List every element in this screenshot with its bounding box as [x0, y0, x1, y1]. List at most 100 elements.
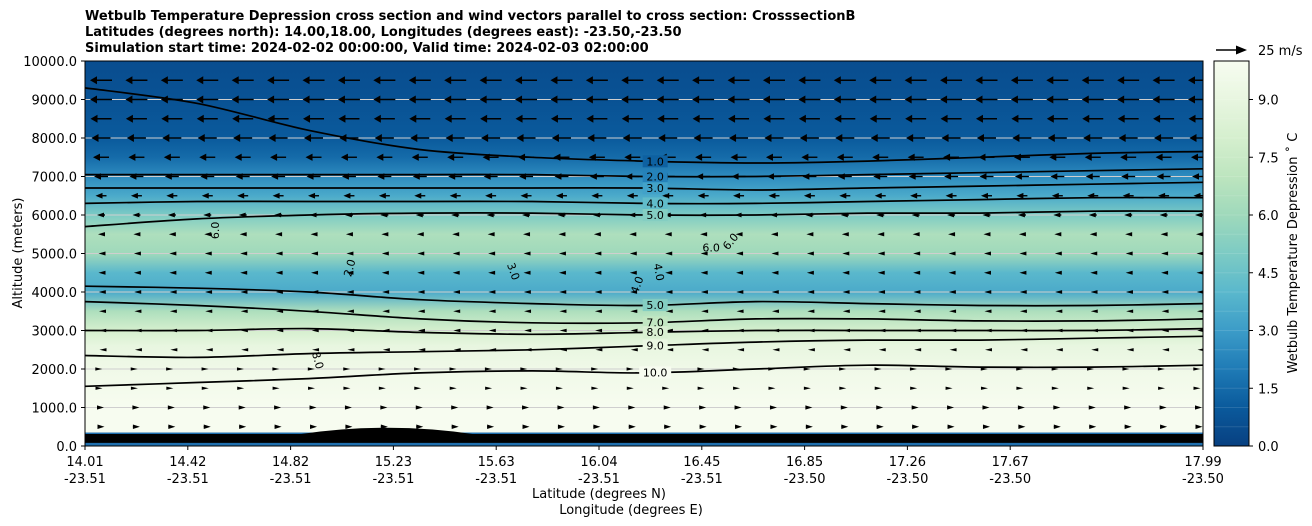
wind-arrow-head [664, 424, 672, 429]
contour-label: 3.0 [646, 182, 664, 195]
wind-arrow-head [1152, 95, 1160, 104]
wind-arrow-head [311, 309, 319, 314]
wind-arrow-head [842, 309, 850, 314]
wind-arrow-head [1196, 290, 1203, 294]
wind-arrow-head [132, 405, 140, 410]
wind-arrow-head [909, 367, 917, 371]
wind-arrow-head [1117, 114, 1125, 123]
wind-arrow-head [697, 367, 705, 371]
wind-arrow-head [662, 386, 670, 390]
wind-arrow-head [913, 290, 921, 294]
colorbar-fill [1214, 61, 1249, 446]
wind-arrow-head [766, 173, 774, 180]
wind-arrow-head [451, 212, 459, 218]
wind-arrow-head [697, 386, 705, 390]
wind-arrow-head [125, 114, 133, 123]
wind-arrow-head [488, 270, 496, 275]
wind-arrow-head [132, 424, 140, 429]
wind-arrow-head [736, 328, 744, 333]
wind-arrow-head [594, 309, 602, 314]
wind-arrow-head [692, 114, 700, 123]
wind-arrow-head [90, 76, 97, 85]
wind-arrow-head [160, 76, 168, 85]
wind-arrow-head [272, 192, 280, 199]
wind-arrow-head [1083, 134, 1091, 142]
wind-arrow-head [487, 424, 495, 429]
wind-arrow-head [801, 153, 809, 161]
wind-arrow-head [1125, 251, 1133, 256]
wind-arrow-head [1014, 173, 1022, 180]
wind-arrow-head [982, 405, 990, 410]
wind-arrow-head [239, 424, 247, 429]
wind-arrow-head [1161, 309, 1169, 314]
wind-arrow-head [444, 114, 452, 123]
wind-arrow-head [764, 134, 772, 142]
y-tick-label: 10000.0 [23, 55, 77, 70]
wind-arrow-head [1155, 153, 1163, 161]
wind-arrow-head [701, 309, 709, 314]
wind-arrow-head [201, 386, 209, 390]
wind-arrow-head [1126, 348, 1134, 352]
contour-label-bg [642, 316, 668, 329]
wind-arrow-head [806, 270, 814, 275]
wind-arrow-head [205, 348, 213, 352]
wind-arrow-head [411, 153, 419, 161]
wind-arrow-head [984, 309, 992, 314]
contour-label: 6.0 [209, 222, 222, 240]
wind-arrow-head [344, 212, 352, 218]
wind-arrow-head [870, 134, 878, 142]
y-tick-label: 8000.0 [32, 132, 78, 147]
wind-arrow-head [204, 270, 212, 275]
wind-arrow-head [346, 270, 354, 275]
wind-arrow-head [949, 328, 957, 333]
wind-arrow-head [94, 173, 101, 180]
wind-arrow-head [231, 76, 239, 85]
wind-arrow-head [765, 153, 773, 161]
wind-arrow-head [1161, 290, 1169, 294]
wind-arrow-head [303, 114, 311, 123]
wind-arrow-head [1053, 424, 1061, 429]
colorbar-tick-label: 7.5 [1258, 151, 1279, 166]
wind-arrow-head [700, 270, 708, 275]
wind-arrow-head [346, 290, 354, 294]
wind-arrow-head [975, 114, 983, 123]
wind-arrow-head [485, 192, 493, 199]
surface-contours [85, 427, 1203, 446]
wind-arrow-head [520, 386, 528, 390]
wind-arrow-head [343, 367, 351, 371]
y-tick-label: 0.0 [56, 440, 77, 455]
wind-arrow-head [1010, 76, 1018, 85]
wind-arrow-head [1090, 290, 1098, 294]
wind-arrow-head [1046, 114, 1054, 123]
wind-arrow-head [416, 232, 424, 237]
wind-arrow-head [798, 114, 806, 123]
wind-arrow-head [238, 405, 246, 410]
wind-arrow-head [908, 173, 916, 180]
wind-arrow-head [267, 76, 275, 85]
wind-arrow-head [980, 367, 988, 371]
wind-arrow-head [166, 192, 174, 199]
wind-arrow-head [453, 309, 461, 314]
wind-arrow-head [699, 405, 707, 410]
wind-arrow-head [382, 309, 390, 314]
wind-arrow-head [449, 192, 457, 199]
wind-arrow-head [130, 386, 138, 390]
wind-arrow-head [594, 290, 602, 294]
wind-arrow-head [727, 95, 735, 104]
wind-arrow-head [803, 367, 811, 371]
wind-arrow-head [488, 290, 496, 294]
wind-arrow-head [408, 95, 416, 104]
wind-arrow-head [125, 76, 133, 85]
wind-arrow-head [876, 405, 884, 410]
wind-arrow-head [382, 328, 390, 333]
wind-arrow-head [1122, 386, 1130, 390]
wind-arrow-head [311, 290, 319, 294]
wind-arrow-head [267, 95, 275, 104]
wind-arrow-head [310, 424, 318, 429]
wind-arrow-head [417, 328, 425, 333]
x-tick-label-latitude: 16.04 [580, 455, 617, 470]
wind-arrow-head [762, 95, 770, 104]
wind-arrow-head [733, 192, 741, 199]
wind-arrow-head [523, 270, 531, 275]
wind-arrow-head [241, 348, 249, 352]
